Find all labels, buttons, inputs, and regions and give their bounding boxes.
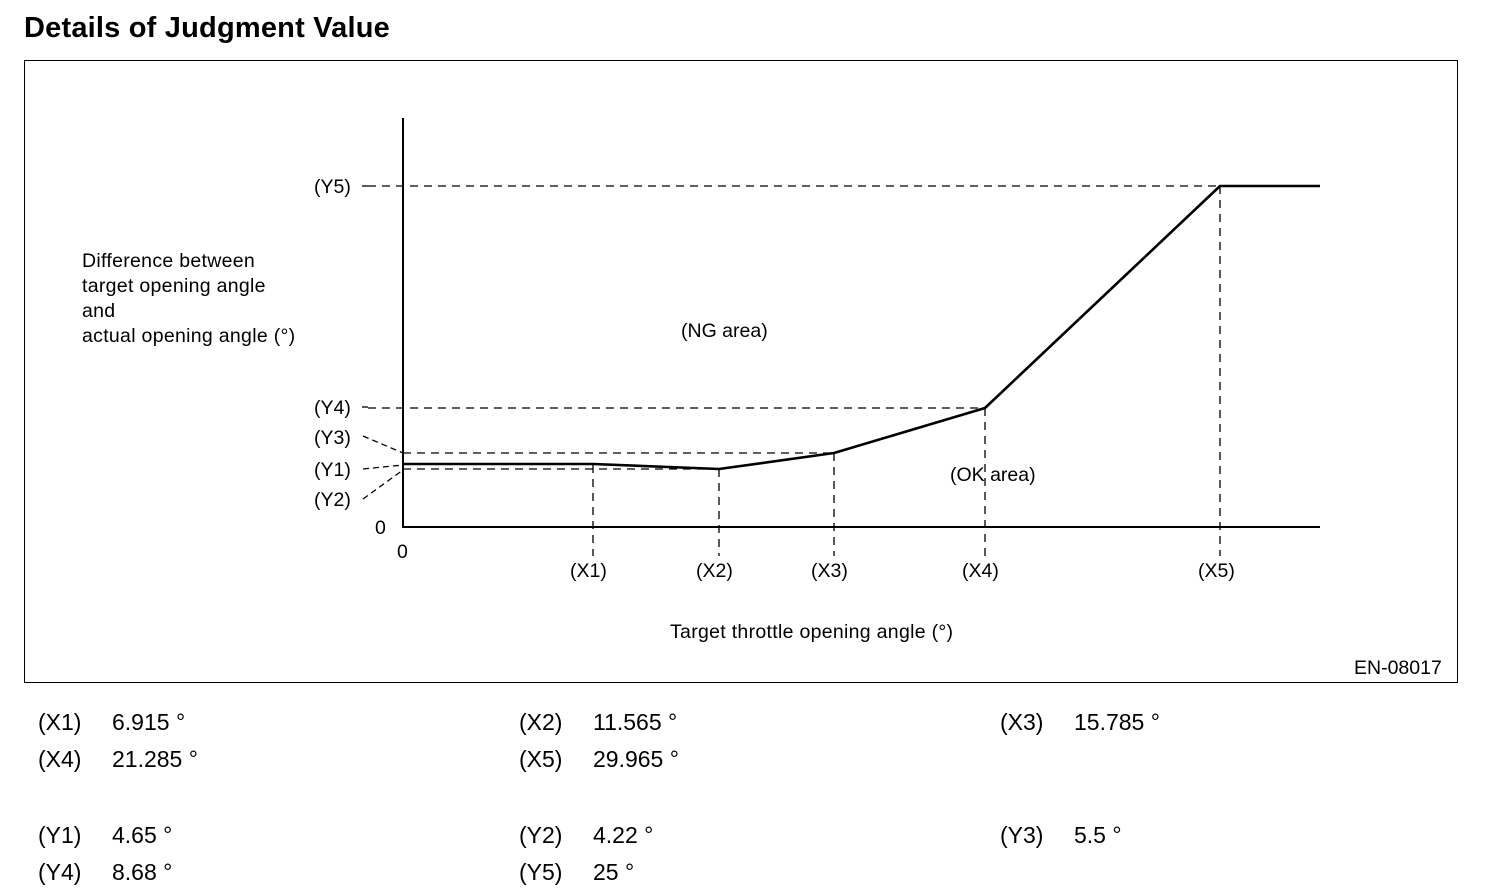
y1-leader [362,464,404,470]
value-number: 29.965 ° [593,746,679,772]
value-key: (Y1) [38,822,82,848]
value-number: 15.785 ° [1074,709,1160,735]
y-axis-label-line: target opening angle [82,275,266,297]
value-key: (Y3) [1000,822,1044,848]
value-x2: (X2) 11.565 ° [519,709,677,736]
value-key: (X3) [1000,709,1044,735]
x4-marker: (X4) [962,560,999,582]
y-axis-label: Difference between target opening angle … [82,249,295,349]
value-key: (Y4) [38,859,82,885]
value-x3: (X3) 15.785 ° [1000,709,1160,736]
value-y2: (Y2) 4.22 ° [519,822,653,849]
value-key: (X4) [38,746,82,772]
value-y4: (Y4) 8.68 ° [38,859,172,886]
value-y1: (Y1) 4.65 ° [38,822,172,849]
value-x4: (X4) 21.285 ° [38,746,198,773]
y2-marker: (Y2) [314,489,351,511]
value-x1: (X1) 6.915 ° [38,709,185,736]
x5-marker: (X5) [1198,560,1235,582]
y3-marker: (Y3) [314,427,351,449]
value-number: 25 ° [593,859,635,885]
value-y5: (Y5) 25 ° [519,859,634,886]
y-axis-label-line: Difference between [82,250,256,272]
x-zero: 0 [397,541,408,563]
value-number: 4.22 ° [593,822,654,848]
value-key: (Y5) [519,859,563,885]
ng-area-label: (NG area) [681,320,768,342]
y-axis-label-line: actual opening angle (°) [82,325,296,347]
value-number: 4.65 ° [112,822,173,848]
y3-leader [362,435,404,454]
value-key: (X1) [38,709,82,735]
ok-area-label: (OK area) [950,464,1036,486]
y4-marker: (Y4) [314,397,351,419]
value-number: 6.915 ° [112,709,186,735]
y-axis-label-line: and [82,300,116,322]
x-axis-label: Target throttle opening angle (°) [670,621,954,643]
value-x5: (X5) 29.965 ° [519,746,679,773]
value-number: 11.565 ° [593,709,678,735]
value-number: 8.68 ° [112,859,173,885]
y-zero: 0 [375,517,386,539]
figure-code: EN-08017 [1354,657,1442,679]
y1-marker: (Y1) [314,459,351,481]
y2-leader [362,469,404,500]
judgment-curve [403,184,1320,471]
x3-marker: (X3) [811,560,848,582]
x1-marker: (X1) [570,560,607,582]
value-y3: (Y3) 5.5 ° [1000,822,1122,849]
y5-marker: (Y5) [314,176,351,198]
value-number: 21.285 ° [112,746,198,772]
value-number: 5.5 ° [1074,822,1122,848]
value-key: (Y2) [519,822,563,848]
diagram-frame [24,60,1458,683]
value-key: (X5) [519,746,563,772]
page-title: Details of Judgment Value [24,12,390,44]
x2-marker: (X2) [696,560,733,582]
value-key: (X2) [519,709,563,735]
